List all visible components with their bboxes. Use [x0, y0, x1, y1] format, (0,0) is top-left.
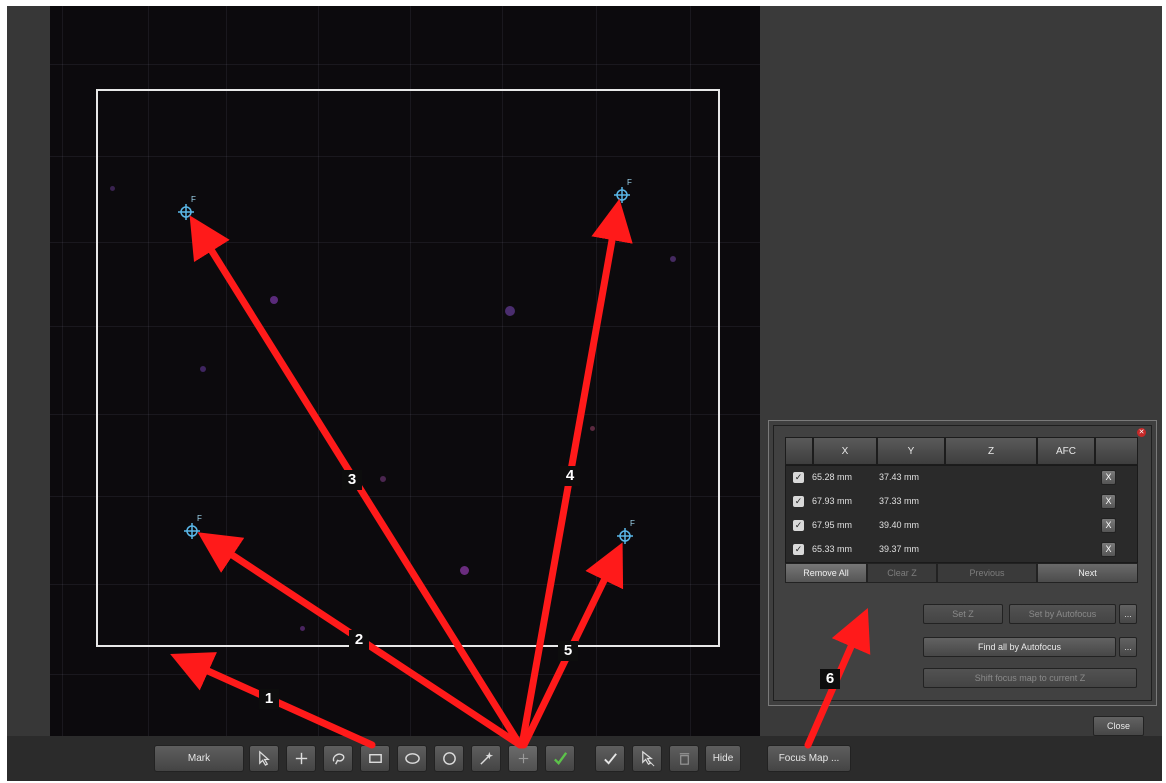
grid-line: [50, 64, 760, 65]
trash-icon: [679, 753, 689, 765]
select-all-button[interactable]: [632, 745, 662, 772]
focus-point-1[interactable]: F: [177, 195, 196, 221]
annotation-label-5: 5: [558, 641, 578, 661]
grid-line: [690, 6, 691, 736]
circle-icon: [442, 752, 456, 765]
previous-button[interactable]: Previous: [937, 563, 1037, 583]
table-header-x[interactable]: X: [813, 437, 877, 465]
row-x-value: 65.33 mm: [812, 544, 853, 554]
hide-button[interactable]: Hide: [705, 745, 741, 772]
focus-point-4[interactable]: F: [616, 519, 635, 545]
set-z-button[interactable]: Set Z: [923, 604, 1003, 624]
magic-wand-tool-button[interactable]: [471, 745, 501, 772]
row-y-value: 37.43 mm: [879, 472, 920, 482]
table-header-blank: [785, 437, 813, 465]
focus-point-2[interactable]: F: [613, 178, 632, 204]
clear-z-button[interactable]: Clear Z: [867, 563, 937, 583]
image-viewer[interactable]: [50, 6, 760, 736]
select-tool-button[interactable]: [249, 745, 279, 772]
focus-points-table: [785, 465, 1138, 563]
apply-focus-button[interactable]: [545, 745, 575, 772]
row-x-value: 65.28 mm: [812, 472, 853, 482]
focus-point-label: F: [630, 519, 635, 528]
wand-icon: [479, 751, 493, 765]
plus-icon: [295, 752, 307, 765]
row-checkbox[interactable]: ✓: [793, 544, 804, 555]
pointer-all-icon: [641, 750, 654, 767]
sample-speck: [110, 186, 115, 191]
annotation-label-6: 6: [820, 669, 840, 689]
row-y-value: 39.37 mm: [879, 544, 920, 554]
remove-all-button[interactable]: Remove All: [785, 563, 867, 583]
add-focus-point-button[interactable]: [508, 745, 538, 772]
lasso-icon: [332, 753, 344, 765]
row-delete-button[interactable]: X: [1101, 494, 1116, 509]
table-row[interactable]: ✓ 65.33 mm 39.37 mm X: [785, 538, 1138, 562]
left-panel-strip: [7, 6, 50, 736]
rectangle-icon: [368, 754, 382, 763]
grid-line: [50, 156, 760, 157]
focus-point-3[interactable]: F: [183, 514, 202, 540]
row-delete-button[interactable]: X: [1101, 470, 1116, 485]
crosshair-icon: [184, 523, 200, 539]
row-checkbox[interactable]: ✓: [793, 472, 804, 483]
find-all-settings-button[interactable]: ...: [1119, 637, 1137, 657]
grid-line: [50, 674, 760, 675]
row-checkbox[interactable]: ✓: [793, 496, 804, 507]
freehand-tool-button[interactable]: [323, 745, 353, 772]
table-row[interactable]: ✓ 67.93 mm 37.33 mm X: [785, 490, 1138, 514]
rectangle-tool-button[interactable]: [360, 745, 390, 772]
table-row[interactable]: ✓ 67.95 mm 39.40 mm X: [785, 514, 1138, 538]
table-header-blank: [1095, 437, 1138, 465]
crosshair-plus-icon: [518, 753, 528, 764]
pointer-icon: [258, 750, 270, 766]
mark-button[interactable]: Mark: [154, 745, 244, 772]
focus-point-label: F: [191, 195, 196, 204]
ellipse-icon: [404, 753, 420, 764]
close-button[interactable]: Close: [1093, 716, 1144, 736]
crosshair-icon: [614, 187, 630, 203]
crosshair-icon: [178, 204, 194, 220]
table-header-y[interactable]: Y: [877, 437, 945, 465]
circle-tool-button[interactable]: [434, 745, 464, 772]
table-header-afc[interactable]: AFC: [1037, 437, 1095, 465]
annotation-label-3: 3: [342, 470, 362, 490]
row-checkbox[interactable]: ✓: [793, 520, 804, 531]
confirm-button[interactable]: [595, 745, 625, 772]
row-y-value: 39.40 mm: [879, 520, 920, 530]
focus-point-label: F: [627, 178, 632, 187]
table-row[interactable]: ✓ 65.28 mm 37.43 mm X: [785, 466, 1138, 490]
point-tool-button[interactable]: [286, 745, 316, 772]
checkmark-icon: [603, 753, 617, 765]
table-header-z[interactable]: Z: [945, 437, 1037, 465]
delete-button[interactable]: [669, 745, 699, 772]
row-x-value: 67.95 mm: [812, 520, 853, 530]
grid-line: [62, 6, 63, 736]
ellipse-tool-button[interactable]: [397, 745, 427, 772]
panel-close-icon[interactable]: ✕: [1137, 428, 1146, 437]
green-check-icon: [553, 752, 567, 766]
row-x-value: 67.93 mm: [812, 496, 853, 506]
next-button[interactable]: Next: [1037, 563, 1138, 583]
focus-point-label: F: [197, 514, 202, 523]
sample-speck: [670, 256, 676, 262]
autofocus-settings-button[interactable]: ...: [1119, 604, 1137, 624]
annotation-label-1: 1: [259, 689, 279, 709]
focus-map-button[interactable]: Focus Map ...: [767, 745, 851, 772]
grid-line: [148, 6, 149, 736]
set-by-autofocus-button[interactable]: Set by Autofocus: [1009, 604, 1116, 624]
row-delete-button[interactable]: X: [1101, 518, 1116, 533]
crosshair-icon: [617, 528, 633, 544]
annotation-label-2: 2: [349, 630, 369, 650]
shift-focus-map-button[interactable]: Shift focus map to current Z: [923, 668, 1137, 688]
annotation-label-4: 4: [560, 466, 580, 486]
row-y-value: 37.33 mm: [879, 496, 920, 506]
row-delete-button[interactable]: X: [1101, 542, 1116, 557]
find-all-by-autofocus-button[interactable]: Find all by Autofocus: [923, 637, 1116, 657]
scan-region-rectangle[interactable]: [96, 89, 720, 647]
